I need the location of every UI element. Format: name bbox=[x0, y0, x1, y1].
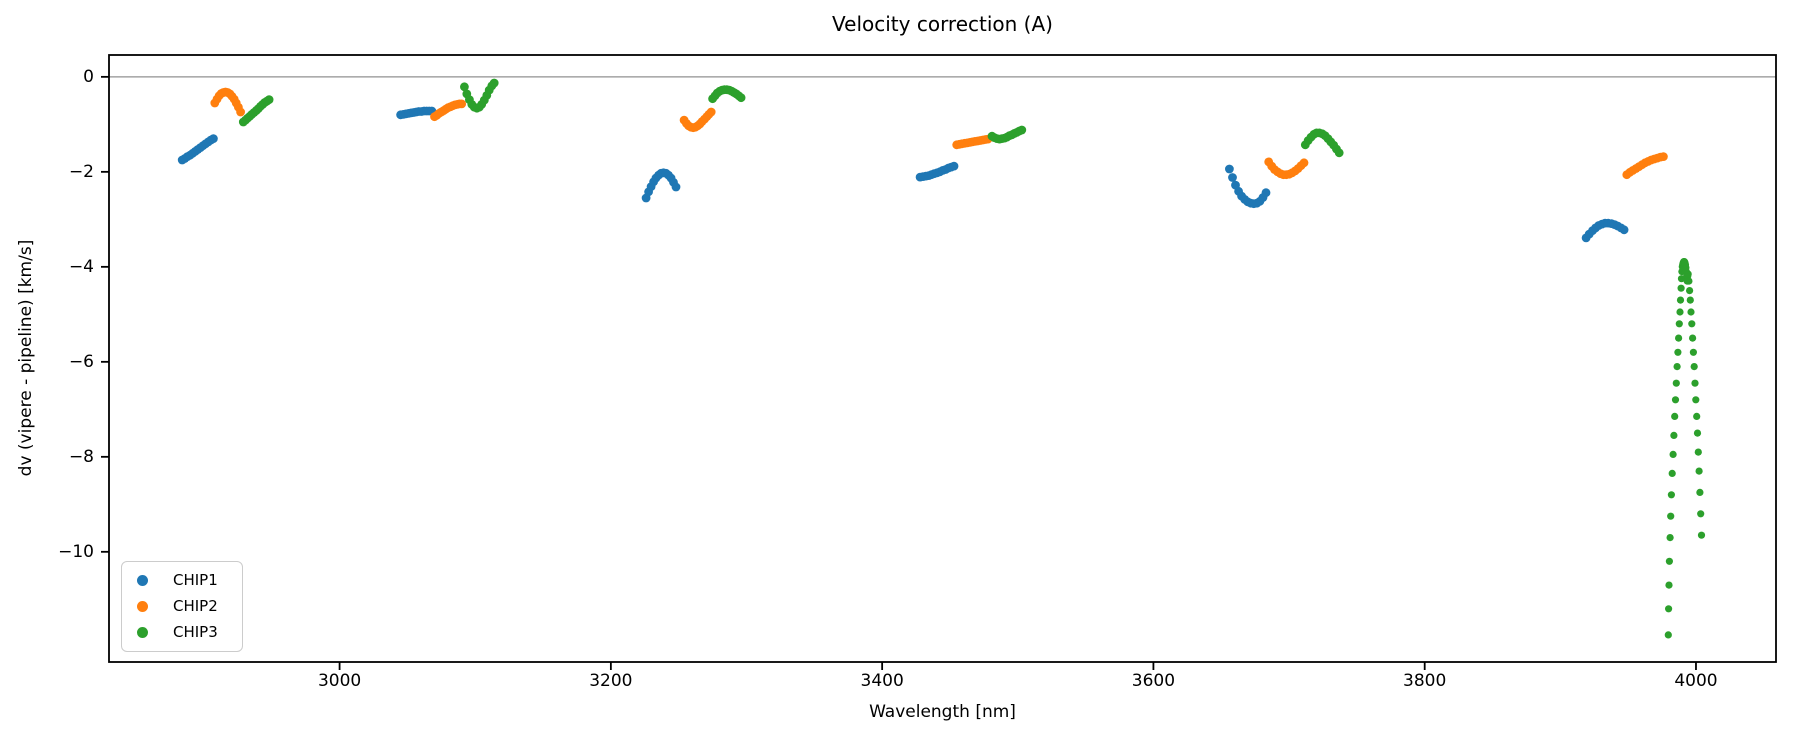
data-point bbox=[1671, 412, 1679, 420]
data-point bbox=[1668, 469, 1676, 477]
legend-label-chip2: CHIP2 bbox=[173, 596, 218, 615]
data-point bbox=[1672, 379, 1680, 387]
y-tick-label: −10 bbox=[58, 541, 94, 562]
data-point bbox=[1688, 320, 1696, 328]
data-point bbox=[1673, 363, 1681, 371]
data-point bbox=[1667, 512, 1675, 520]
series-CHIP2 bbox=[210, 87, 1668, 180]
data-point bbox=[209, 134, 218, 144]
data-point bbox=[1697, 531, 1706, 539]
data-point bbox=[1299, 158, 1309, 168]
data-point bbox=[460, 82, 469, 92]
x-tick-label: 3600 bbox=[1131, 671, 1176, 691]
data-point bbox=[1676, 308, 1684, 316]
series-CHIP3 bbox=[238, 78, 1706, 639]
data-point bbox=[1686, 296, 1694, 304]
y-tick-label: −4 bbox=[68, 256, 94, 277]
data-point bbox=[1667, 491, 1675, 499]
data-point bbox=[1697, 510, 1705, 518]
data-point bbox=[736, 93, 746, 103]
data-point bbox=[1689, 334, 1697, 342]
data-point bbox=[1687, 308, 1695, 316]
data-point bbox=[1664, 631, 1672, 639]
legend-label-chip3: CHIP3 bbox=[173, 623, 218, 642]
data-point bbox=[1690, 363, 1698, 371]
data-point bbox=[1225, 164, 1234, 174]
data-point bbox=[1696, 488, 1704, 496]
x-tick-label: 3000 bbox=[317, 671, 362, 691]
data-point bbox=[264, 95, 274, 104]
data-point bbox=[1334, 148, 1344, 158]
legend: CHIP1 CHIP2 CHIP3 bbox=[121, 561, 243, 652]
data-point bbox=[1666, 534, 1674, 542]
data-point bbox=[489, 78, 499, 88]
data-point bbox=[1675, 320, 1683, 328]
x-tick-label: 3200 bbox=[589, 671, 633, 691]
y-axis-label: dv (vipere - pipeline) [km/s] bbox=[16, 239, 36, 477]
data-point bbox=[1674, 348, 1682, 356]
y-tick-label: 0 bbox=[83, 66, 94, 87]
data-point bbox=[457, 99, 467, 109]
data-point bbox=[236, 107, 246, 117]
chip1-marker-icon bbox=[137, 574, 148, 586]
data-point bbox=[1685, 277, 1693, 285]
data-point bbox=[1693, 412, 1701, 420]
x-tick-label: 3400 bbox=[860, 671, 904, 691]
data-point bbox=[1665, 581, 1673, 589]
data-point bbox=[1692, 396, 1700, 404]
data-point bbox=[1671, 396, 1680, 404]
data-point bbox=[1676, 296, 1685, 304]
chart-title: Velocity correction (A) bbox=[832, 12, 1053, 36]
data-point bbox=[1691, 379, 1699, 387]
chip3-marker-icon bbox=[137, 627, 148, 639]
legend-item-chip1: CHIP1 bbox=[137, 570, 234, 589]
chip2-marker-icon bbox=[137, 600, 148, 612]
y-tick-label: −8 bbox=[68, 446, 94, 467]
data-point bbox=[1689, 348, 1697, 356]
series-CHIP1 bbox=[177, 106, 1629, 243]
data-point bbox=[1228, 173, 1237, 182]
data-point bbox=[1017, 125, 1027, 135]
x-axis-label: Wavelength [nm] bbox=[869, 702, 1016, 722]
data-point bbox=[1665, 605, 1673, 613]
data-point bbox=[1675, 334, 1683, 342]
data-point bbox=[1695, 467, 1703, 475]
data-point bbox=[949, 161, 959, 171]
data-point bbox=[1665, 557, 1673, 565]
data-point bbox=[1684, 270, 1692, 278]
data-point bbox=[706, 107, 716, 117]
data-point bbox=[1669, 450, 1677, 458]
legend-item-chip3: CHIP3 bbox=[137, 625, 234, 640]
x-tick-label: 4000 bbox=[1674, 671, 1718, 691]
data-point bbox=[1659, 152, 1668, 162]
y-tick-label: −2 bbox=[68, 161, 94, 182]
data-point bbox=[1694, 448, 1702, 456]
data-point bbox=[1677, 284, 1685, 292]
data-point bbox=[1261, 188, 1271, 198]
data-point bbox=[671, 182, 681, 192]
data-point bbox=[1619, 225, 1629, 235]
legend-label-chip1: CHIP1 bbox=[173, 570, 218, 589]
data-point bbox=[1686, 287, 1694, 295]
data-point bbox=[1693, 429, 1702, 437]
axes-box bbox=[108, 54, 1777, 663]
legend-item-chip2: CHIP2 bbox=[137, 596, 234, 615]
data-point bbox=[1670, 431, 1678, 439]
x-tick-label: 3800 bbox=[1403, 671, 1447, 691]
y-tick-label: −6 bbox=[68, 351, 94, 372]
